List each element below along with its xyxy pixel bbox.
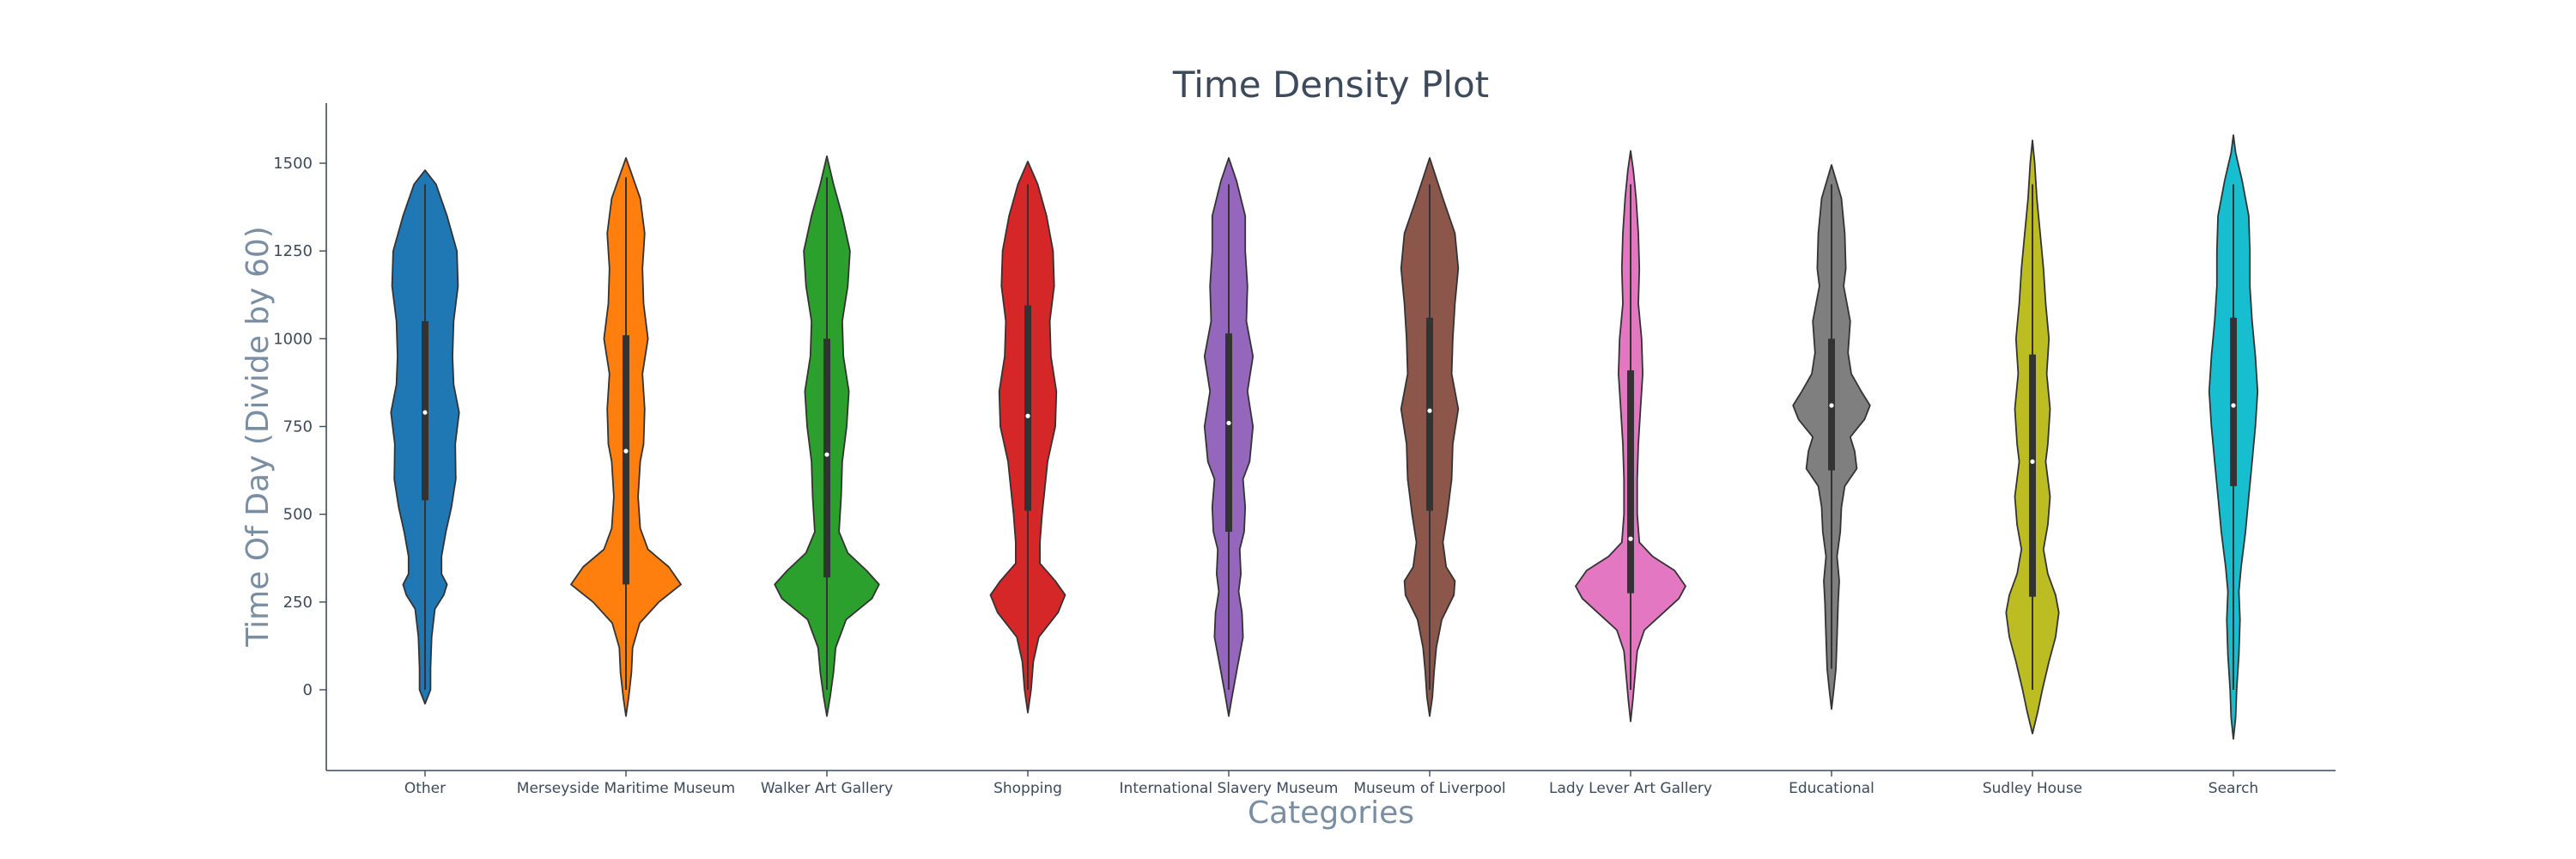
y-axis-label: Time Of Day (Divide by 60) xyxy=(240,226,276,648)
x-tick-label: Shopping xyxy=(993,780,1062,797)
violin-group xyxy=(570,157,682,717)
violin-group xyxy=(2005,139,2060,734)
chart-title: Time Density Plot xyxy=(1172,64,1489,106)
violin-group xyxy=(390,169,460,705)
x-tick-label: Walker Art Gallery xyxy=(761,780,893,797)
violin-iqr-box xyxy=(1426,317,1433,511)
violin-iqr-box xyxy=(1627,370,1634,594)
y-tick-label: 1250 xyxy=(273,242,313,260)
violin-group xyxy=(1400,157,1460,717)
x-tick-label: Museum of Liverpool xyxy=(1353,780,1505,797)
x-tick-label: Search xyxy=(2208,780,2258,797)
x-tick-label: International Slavery Museum xyxy=(1120,780,1339,797)
violins xyxy=(390,134,2259,740)
y-tick-label: 500 xyxy=(283,506,313,524)
violin-group xyxy=(774,155,880,717)
y-tick-label: 1000 xyxy=(273,330,313,348)
violin-median-point xyxy=(422,410,428,415)
violin-iqr-box xyxy=(823,338,830,578)
violin-median-point xyxy=(1427,408,1432,413)
x-tick-label: Sudley House xyxy=(1983,780,2082,797)
y-tick-label: 0 xyxy=(303,681,313,699)
x-tick-label: Educational xyxy=(1789,780,1874,797)
violin-group xyxy=(1575,149,1686,722)
x-axis-label: Categories xyxy=(1248,795,1414,831)
violin-median-point xyxy=(1226,420,1231,426)
violin-iqr-box xyxy=(2029,354,2036,597)
violin-group xyxy=(1203,157,1255,717)
violin-group xyxy=(1792,164,1871,710)
violin-median-point xyxy=(1628,536,1633,541)
y-tick-label: 750 xyxy=(283,418,313,436)
violin-median-point xyxy=(2231,403,2236,408)
violin-median-point xyxy=(623,448,629,454)
violin-median-point xyxy=(1025,413,1030,418)
violin-iqr-box xyxy=(623,335,629,585)
y-tick-label: 250 xyxy=(283,594,313,612)
violin-iqr-box xyxy=(1225,333,1232,533)
tick-labels: 0 250 500 750 1000 1250 1500 Other Merseyside Ma… xyxy=(273,155,2258,797)
axes xyxy=(325,103,2336,771)
violin-group xyxy=(989,161,1066,714)
y-tick-label: 1500 xyxy=(273,155,313,173)
x-tick-label: Other xyxy=(404,780,446,797)
violin-group xyxy=(2208,134,2259,740)
violin-median-point xyxy=(2030,459,2035,464)
violin-median-point xyxy=(1829,403,1834,408)
violin-iqr-box xyxy=(2230,317,2237,486)
violin-iqr-box xyxy=(1024,305,1031,511)
violin-median-point xyxy=(824,452,829,457)
x-tick-label: Lady Lever Art Gallery xyxy=(1549,780,1712,797)
x-tick-label: Merseyside Maritime Museum xyxy=(517,780,735,797)
